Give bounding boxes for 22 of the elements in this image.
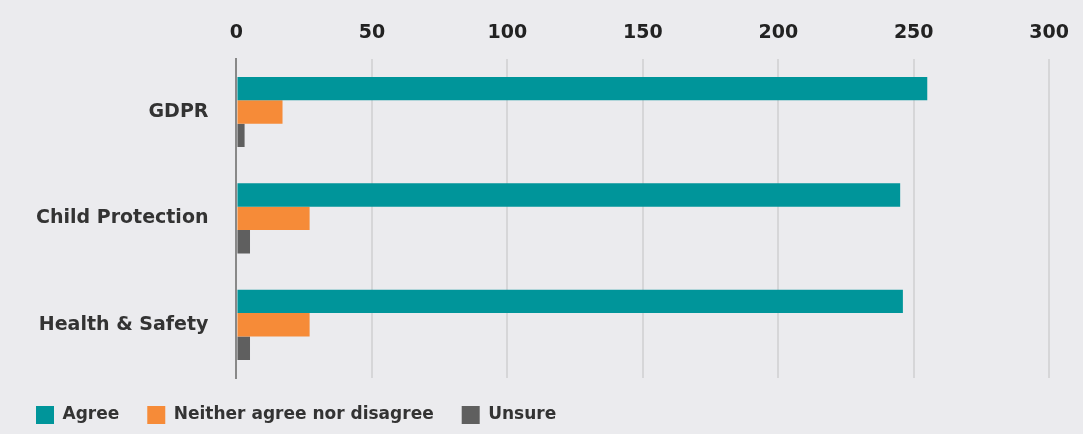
bar [237, 100, 283, 124]
bar [237, 289, 903, 314]
bar [237, 336, 251, 360]
legend-label: Agree [62, 403, 120, 424]
x-tick-label: 150 [622, 20, 663, 43]
legend-label: Neither agree nor disagree [173, 403, 434, 424]
bar [237, 230, 251, 254]
bar [237, 206, 310, 231]
y-tick-label: GDPR [148, 98, 209, 121]
bar [237, 76, 928, 101]
x-tick-label: 300 [1029, 20, 1070, 43]
bar [237, 123, 245, 148]
x-tick-label: 0 [229, 20, 244, 43]
legend-label: Unsure [488, 403, 557, 424]
x-tick-label: 100 [487, 20, 528, 43]
x-tick-label: 200 [758, 20, 799, 43]
bar [237, 313, 310, 337]
y-tick-label: Child Protection [36, 205, 209, 228]
bar [237, 183, 901, 207]
x-tick-label: 250 [893, 20, 934, 43]
x-tick-label: 50 [358, 20, 386, 43]
y-tick-label: Health & Safety [38, 311, 210, 334]
